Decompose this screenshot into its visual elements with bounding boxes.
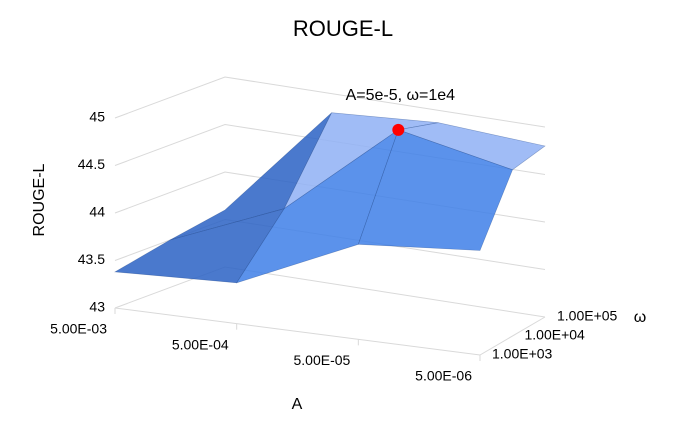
x-tick-label: 5.00E-06 <box>415 368 472 384</box>
y-axis-title: ROUGE-L <box>31 163 48 236</box>
series-tick-label: 1.00E+05 <box>557 308 618 324</box>
y-tick-label: 45 <box>89 109 105 125</box>
series-axis-title: ω <box>634 309 647 326</box>
surface-cell <box>357 129 513 251</box>
surface-cell <box>397 122 546 171</box>
x-tick-label: 5.00E-04 <box>172 336 229 352</box>
y-tick-label: 43.5 <box>78 251 105 267</box>
chart-title: ROUGE-L <box>293 16 393 41</box>
series-tick-label: 1.00E+04 <box>525 327 586 343</box>
grid-line <box>114 76 546 128</box>
x-tick-label: 5.00E-03 <box>50 321 107 337</box>
y-tick-label: 44.5 <box>78 156 105 172</box>
x-axis-title: A <box>292 396 303 413</box>
x-tick-label: 5.00E-05 <box>294 352 351 368</box>
y-tick-label: 43 <box>89 299 105 315</box>
annotation: A=5e-5, ω=1e4 <box>346 87 456 104</box>
series-tick-label: 1.00E+03 <box>492 346 553 362</box>
y-tick-label: 44 <box>89 204 105 220</box>
highlight-point <box>392 123 405 136</box>
